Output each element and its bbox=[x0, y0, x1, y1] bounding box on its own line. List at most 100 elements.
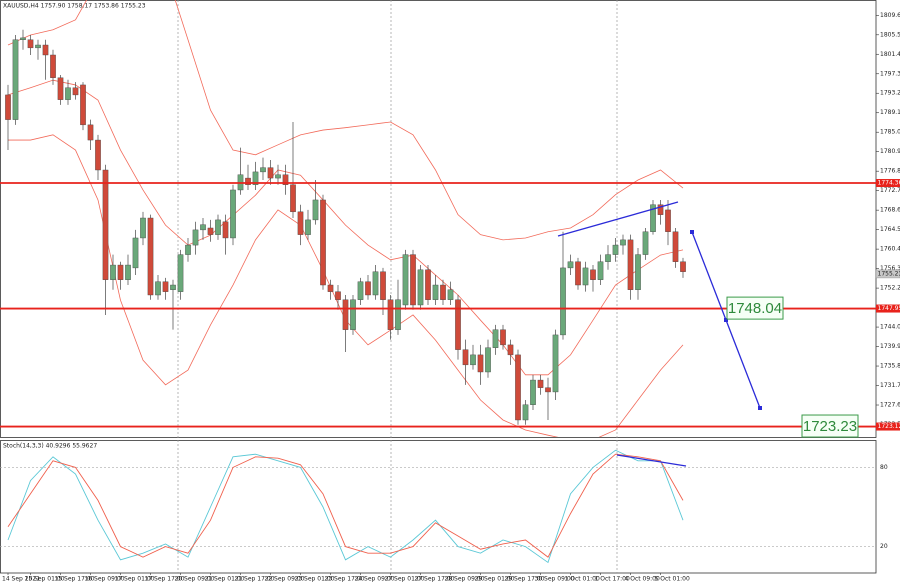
candle-body bbox=[650, 204, 656, 232]
y-tick-label: 1772.75 bbox=[880, 187, 900, 194]
candle-body bbox=[5, 94, 11, 120]
y-tick-label: 1764.55 bbox=[880, 226, 900, 233]
x-tick-label: 24 Sep 09:00 bbox=[355, 576, 395, 583]
candle-body bbox=[665, 209, 671, 232]
candle-body bbox=[20, 37, 26, 40]
x-tick-label: 27 Sep 01:00 bbox=[385, 576, 425, 583]
candle-body bbox=[552, 334, 559, 393]
candle-body bbox=[500, 329, 506, 346]
y-tick-label: 1735.85 bbox=[880, 363, 900, 370]
candle-body bbox=[140, 217, 146, 239]
candle-body bbox=[177, 254, 184, 292]
candle-body bbox=[162, 281, 169, 292]
candle-body bbox=[80, 84, 86, 126]
candle-body bbox=[132, 237, 139, 269]
candle-body bbox=[117, 264, 124, 280]
candle-body bbox=[290, 184, 296, 213]
candle-body bbox=[477, 354, 484, 373]
candle-body bbox=[545, 387, 551, 393]
price-annotation: 1748.04 bbox=[728, 300, 782, 317]
candle-body bbox=[350, 299, 356, 330]
candle-body bbox=[590, 269, 596, 280]
stoch-line bbox=[7, 449, 684, 564]
candle-body bbox=[530, 379, 536, 405]
level-label-box bbox=[876, 304, 900, 313]
candle-body bbox=[110, 264, 116, 280]
candle-body bbox=[170, 284, 176, 290]
y-tick-label: 1776.85 bbox=[880, 168, 900, 175]
level-label: 1747.95 bbox=[878, 305, 900, 312]
y-tick-label: 1785.05 bbox=[880, 129, 900, 136]
candle-body bbox=[335, 291, 341, 300]
x-tick-label: 14 Sep 2021 bbox=[2, 576, 40, 583]
candle-body bbox=[560, 267, 566, 336]
candle-body bbox=[432, 284, 439, 300]
level-label-box bbox=[876, 179, 900, 188]
current-price-box bbox=[875, 269, 900, 279]
stoch-tick-label: 80 bbox=[880, 464, 888, 471]
candle-body bbox=[297, 211, 304, 235]
candle-body bbox=[42, 44, 49, 56]
candle-body bbox=[245, 177, 251, 185]
candle-body bbox=[65, 87, 71, 100]
candle-body bbox=[230, 189, 236, 239]
level-label: 1723.12 bbox=[878, 423, 900, 430]
candle-body bbox=[605, 254, 611, 262]
candle-body bbox=[12, 39, 19, 120]
y-tick-label: 1744.05 bbox=[880, 324, 900, 331]
x-tick-label: 17 Sep 17:00 bbox=[145, 576, 185, 583]
projection-point bbox=[690, 230, 694, 234]
candle-body bbox=[87, 124, 94, 141]
candle-body bbox=[207, 227, 214, 235]
candle-body bbox=[537, 379, 544, 388]
candle-body bbox=[380, 271, 386, 300]
candle-body bbox=[147, 217, 154, 296]
y-tick-label: 1780.95 bbox=[880, 148, 900, 155]
axis-layer: 1809.65 1805.55 1801.45 1797.35 1793.25 1789.… bbox=[2, 12, 900, 583]
candle-body bbox=[35, 44, 41, 49]
candle-body bbox=[575, 261, 581, 286]
candle-body bbox=[155, 281, 161, 296]
candle-body bbox=[305, 219, 311, 235]
chart-title: XAUUSD,H4 1757.90 1758.17 1753.86 1755.2… bbox=[3, 3, 146, 10]
candle-body bbox=[365, 281, 371, 296]
divergence-line bbox=[616, 454, 687, 467]
candle-body bbox=[185, 244, 191, 255]
y-tick-label: 1756.35 bbox=[880, 265, 900, 272]
candle-body bbox=[320, 199, 326, 286]
y-tick-label: 1752.25 bbox=[880, 285, 900, 292]
price-annotation-box bbox=[801, 414, 859, 438]
projection-point bbox=[758, 406, 762, 410]
x-tick-label: 29 Sep 17:00 bbox=[505, 576, 545, 583]
candle-body bbox=[312, 199, 319, 221]
x-tick-label: 20 Sep 09:00 bbox=[175, 576, 215, 583]
y-tick-label: 1793.25 bbox=[880, 90, 900, 97]
candle-body bbox=[252, 171, 259, 185]
candle-body bbox=[627, 239, 634, 290]
y-tick-label: 1797.35 bbox=[880, 70, 900, 77]
x-tick-label: 1 Oct 01:00 bbox=[565, 576, 600, 583]
y-tick-label: 1768.65 bbox=[880, 207, 900, 214]
candle-body bbox=[327, 284, 334, 292]
x-tick-label: 27 Sep 17:00 bbox=[415, 576, 455, 583]
x-tick-label: 15 Sep 17:00 bbox=[55, 576, 95, 583]
stoch-layer bbox=[0, 449, 876, 564]
candle-body bbox=[282, 174, 289, 185]
candle-body bbox=[455, 299, 461, 350]
candle-body bbox=[387, 299, 394, 330]
candle-body bbox=[507, 344, 514, 356]
trendline bbox=[557, 201, 679, 237]
candle-body bbox=[447, 289, 454, 300]
x-tick-label: 28 Sep 09:00 bbox=[445, 576, 485, 583]
stoch-panel bbox=[0, 440, 877, 574]
candle-body bbox=[95, 139, 101, 171]
candle-body bbox=[417, 269, 424, 306]
main-panel bbox=[0, 0, 877, 438]
candle-body bbox=[657, 204, 664, 215]
candle-body bbox=[260, 167, 266, 173]
candle-body bbox=[267, 167, 274, 179]
candle-body bbox=[440, 284, 446, 300]
x-tick-label: 1 Oct 17:00 bbox=[595, 576, 630, 583]
